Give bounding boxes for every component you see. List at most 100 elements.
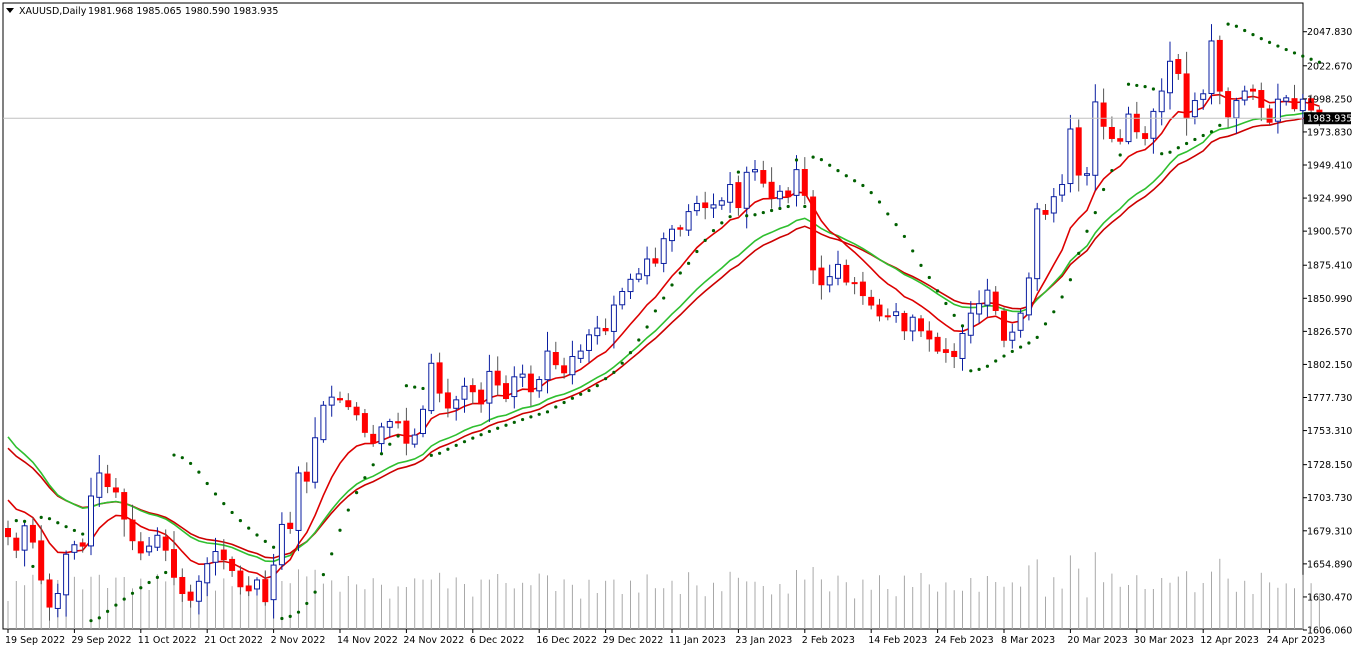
sar-dot (180, 456, 184, 460)
chart-header: XAUUSD,Daily 1981.968 1985.065 1980.590 … (6, 6, 278, 17)
sar-dot (1309, 57, 1313, 61)
sar-dot (1234, 24, 1238, 28)
candle-body (1291, 98, 1298, 110)
candle (594, 315, 601, 345)
candle (967, 301, 974, 344)
candle (428, 353, 435, 414)
svg-text:1983.935: 1983.935 (1307, 114, 1352, 125)
candle (660, 232, 667, 273)
candle (702, 191, 709, 220)
candle-body (1009, 331, 1016, 341)
candle-body (735, 182, 742, 209)
candle-body (46, 579, 53, 608)
sar-dot (894, 223, 898, 227)
sar-dot (1276, 44, 1280, 48)
candle-body (1084, 173, 1090, 176)
candle-body (851, 282, 858, 285)
candle (137, 532, 144, 561)
candle-body (1150, 110, 1157, 139)
candle (776, 185, 783, 208)
sar-dot (620, 361, 624, 365)
time-tick-label: 24 Apr 2023 (1267, 635, 1326, 646)
sar-dot (1010, 349, 1014, 354)
candle (403, 407, 410, 456)
sar-dot (1317, 60, 1321, 64)
sar-dot (1201, 133, 1205, 138)
sar-dot (130, 591, 135, 595)
time-tick-label: 11 Jan 2023 (669, 635, 726, 646)
time-tick-label: 14 Nov 2022 (337, 635, 398, 646)
candle (38, 525, 45, 585)
candle (461, 377, 468, 413)
candle (179, 568, 186, 602)
price-tick-label: 2022.670 (1307, 61, 1352, 72)
candle-body (951, 350, 958, 358)
candle (1009, 323, 1016, 349)
candle-body (1233, 100, 1240, 119)
sar-dot (255, 533, 259, 537)
sar-dot (1143, 85, 1147, 89)
candle-body (220, 549, 227, 561)
candle-body (859, 281, 866, 297)
candle-body (976, 303, 983, 315)
candle (46, 573, 53, 621)
candle-body (121, 492, 128, 520)
candle (1017, 309, 1024, 338)
candle-body (5, 528, 11, 538)
candle (370, 424, 377, 447)
candle (386, 418, 393, 438)
candle-body (54, 593, 61, 609)
candle-body (1042, 210, 1049, 215)
price-tick-label: 1900.570 (1307, 227, 1352, 238)
sar-dot (886, 212, 890, 216)
candle (959, 325, 966, 371)
candle (121, 488, 128, 537)
sar-dot (1251, 33, 1255, 37)
time-tick-label: 19 Sep 2022 (5, 635, 65, 646)
sar-dot (720, 221, 724, 225)
candle (129, 504, 136, 551)
candle (420, 405, 426, 438)
price-tick-label: 1703.730 (1307, 493, 1352, 504)
candle-body (893, 311, 900, 317)
candle-body (1200, 93, 1207, 100)
sar-dot (761, 210, 765, 215)
price-tick-label: 1606.060 (1307, 626, 1352, 637)
candle (1200, 89, 1207, 110)
candle-body (96, 472, 103, 498)
sar-dot (844, 174, 848, 178)
candle-body (1250, 88, 1256, 92)
candle (1025, 272, 1032, 321)
candle (1084, 167, 1090, 186)
collapse-triangle-icon[interactable] (6, 8, 14, 13)
sar-dot (1060, 295, 1064, 299)
sar-dot (1226, 22, 1230, 26)
candle-body (428, 362, 435, 412)
sar-dot (421, 386, 425, 391)
sar-dot (504, 423, 508, 427)
sar-dot (404, 384, 408, 388)
sar-dot (213, 492, 218, 496)
candle-body (835, 263, 841, 279)
candle (254, 577, 260, 596)
candle-body (88, 495, 94, 547)
price-tick-label: 2047.830 (1307, 27, 1352, 38)
candle-body (1092, 101, 1099, 176)
candle (5, 520, 11, 546)
sar-dot (703, 238, 707, 242)
sar-dot (139, 586, 143, 590)
candle-body (660, 238, 667, 264)
candle (212, 537, 219, 576)
candle (511, 366, 518, 409)
candle (96, 455, 103, 507)
candle (1191, 92, 1198, 125)
candle (818, 255, 825, 300)
candle (810, 190, 817, 284)
candle (710, 193, 717, 219)
candle-body (992, 291, 999, 311)
candle (602, 318, 609, 336)
candle (1250, 84, 1256, 101)
candle (162, 529, 169, 562)
